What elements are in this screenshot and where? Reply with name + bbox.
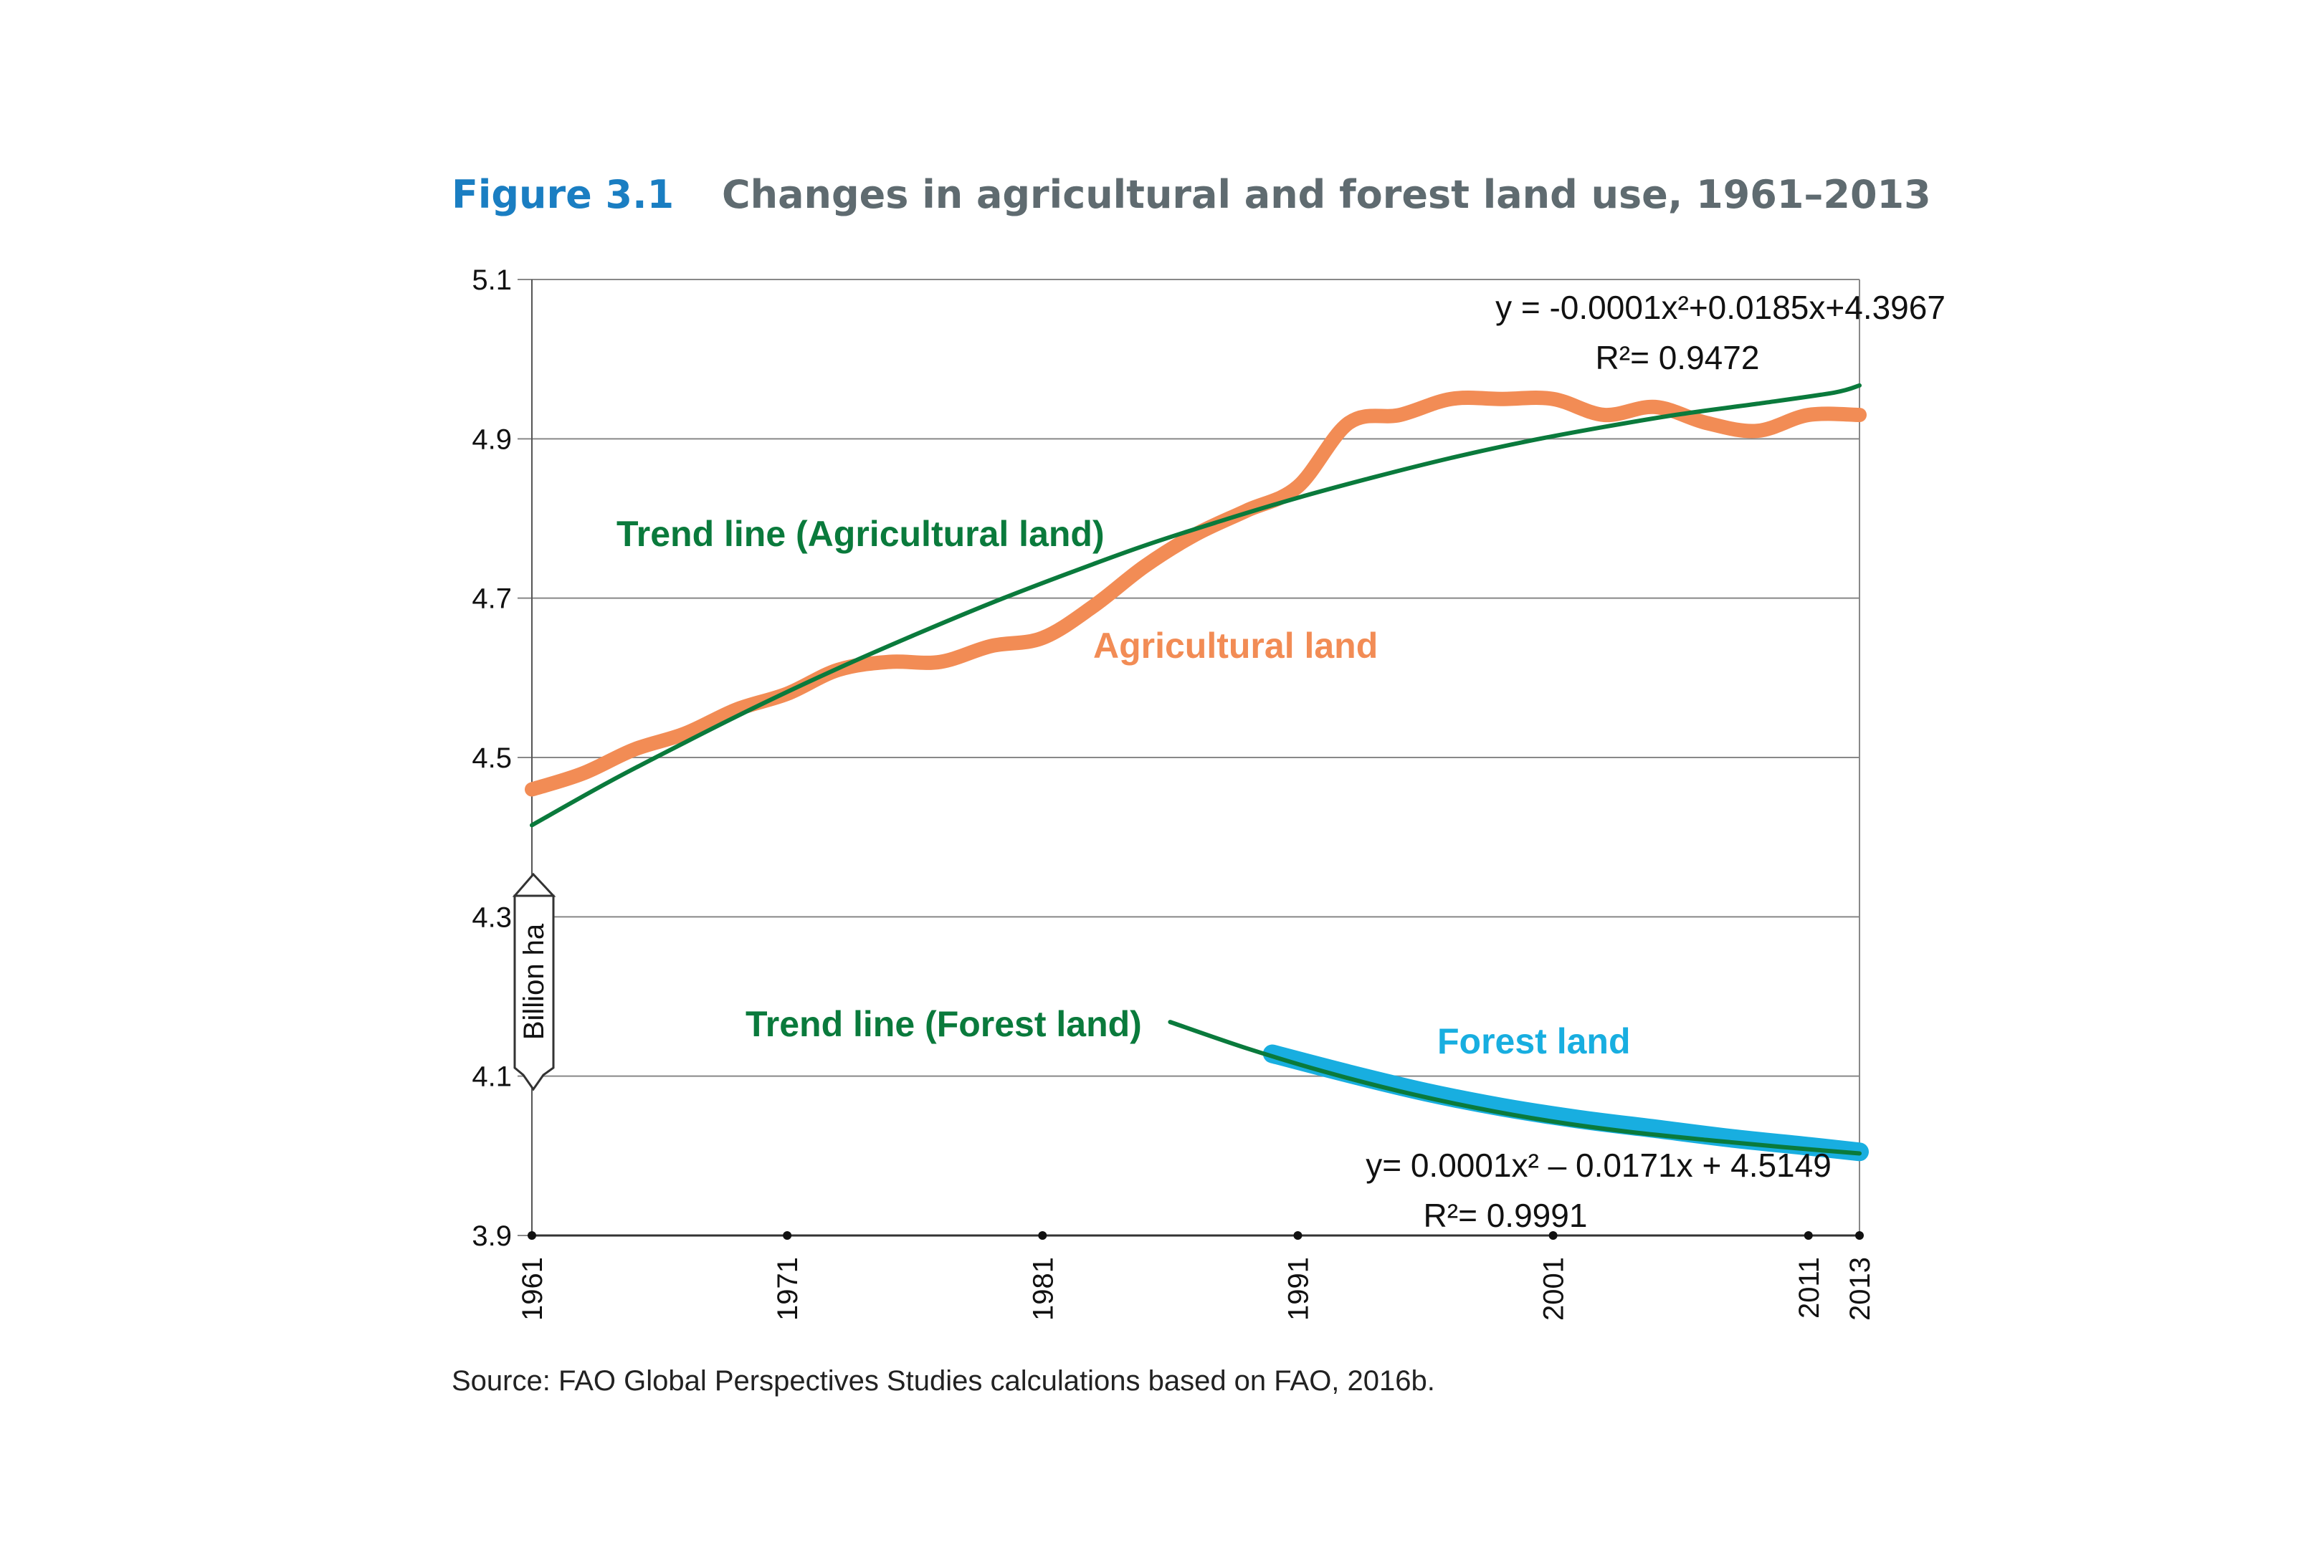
y-tick-label: 4.7 [472,583,512,615]
x-tick-label: 1961 [517,1257,548,1321]
y-tick-label: 4.3 [472,902,512,933]
y-tick-label: 3.9 [472,1220,512,1252]
forest-series-label: Forest land [1437,1021,1630,1061]
figure-title-row: Figure 3.1 Changes in agricultural and f… [452,172,1931,217]
x-tick-label: 1981 [1027,1257,1059,1321]
x-tick-mark [528,1231,536,1240]
x-tick-mark [783,1231,792,1240]
x-tick-mark [1804,1231,1813,1240]
x-tick-label: 2013 [1844,1257,1876,1321]
x-tick-mark [1548,1231,1558,1240]
agricultural-land-line [525,391,1867,797]
y-tick-label: 4.1 [472,1061,512,1093]
agri-series-label: Agricultural land [1093,626,1378,666]
figure-label: Figure 3.1 [452,172,675,217]
x-tick-mark [1855,1231,1864,1240]
label-layer: y = -0.0001x²+0.0185x+4.3967 R²= 0.9472 … [616,289,1946,1234]
x-tick-label: 2001 [1538,1257,1570,1321]
forest-trend-equation: y= 0.0001x² – 0.0171x + 4.5149 [1366,1147,1832,1184]
forest-trend-label: Trend line (Forest land) [746,1004,1142,1044]
x-tick-mark [1038,1231,1047,1240]
forest-land-line [1262,1044,1869,1162]
forest-trend-line [1168,1020,1862,1156]
figure-title: Changes in agricultural and forest land … [722,172,1931,217]
series-layer [525,383,1869,1162]
agri-trend-line [530,383,1862,828]
x-tick-mark [1293,1231,1303,1240]
y-tick-label: 4.9 [472,424,512,455]
grid-layer [518,279,1860,1237]
y-axis-label-frame [512,872,556,1091]
y-axis-label-box: Billion ha [512,872,556,1091]
agri-trend-r2: R²= 0.9472 [1596,339,1760,376]
agri-trend-label: Trend line (Agricultural land) [616,514,1105,554]
x-tick-label: 1991 [1282,1257,1314,1321]
forest-trend-r2: R²= 0.9991 [1424,1197,1588,1234]
y-tick-label: 4.5 [472,742,512,774]
y-axis-label: Billion ha [518,923,550,1040]
agri-trend-equation: y = -0.0001x²+0.0185x+4.3967 [1495,289,1946,326]
source-note: Source: FAO Global Perspectives Studies … [452,1365,1435,1397]
x-tick-label: 1971 [772,1257,804,1321]
y-tick-label: 5.1 [472,264,512,296]
x-tick-label: 2011 [1794,1257,1825,1319]
